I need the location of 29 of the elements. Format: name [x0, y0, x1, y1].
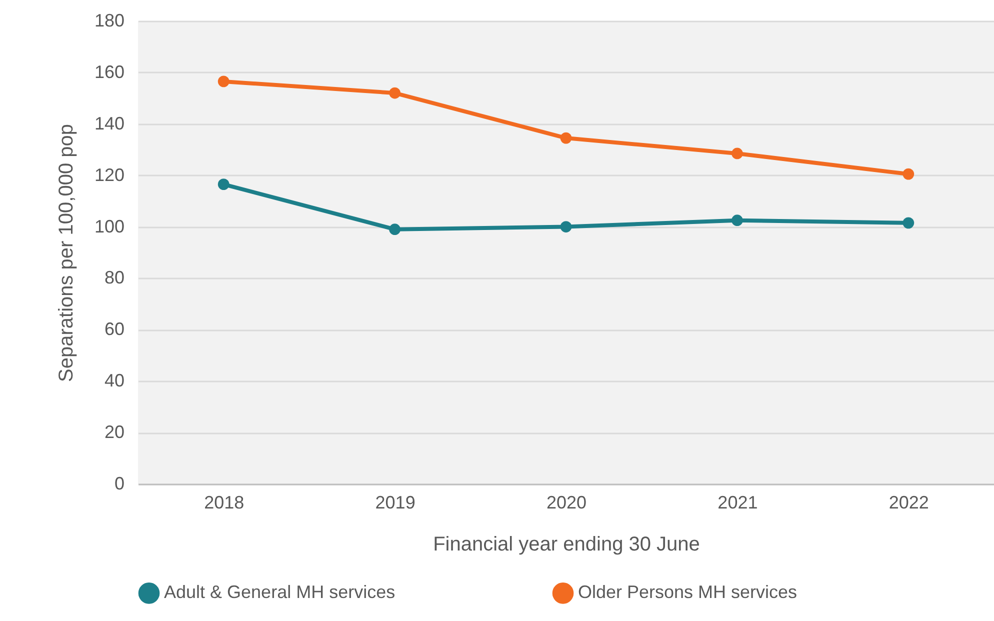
legend-label: Older Persons MH services	[578, 582, 798, 602]
x-tick-label: 2022	[888, 492, 929, 512]
y-tick-label: 40	[104, 370, 124, 391]
y-tick-label: 180	[94, 10, 124, 30]
y-tick-label: 0	[114, 474, 124, 494]
point	[389, 224, 400, 236]
point	[218, 178, 230, 190]
point	[902, 217, 914, 229]
y-tick-label: 60	[104, 319, 124, 340]
x-axis-title: Financial year ending 30 June	[433, 534, 700, 556]
x-tick-label: 2020	[546, 492, 587, 512]
point	[389, 87, 400, 99]
x-tick-label: 2018	[204, 492, 244, 512]
point	[560, 132, 572, 144]
x-tick-label: 2019	[375, 492, 416, 512]
x-tick-label: 2021	[718, 492, 758, 512]
y-tick-label: 20	[104, 422, 124, 442]
y-tick-label: 140	[94, 113, 124, 134]
point	[560, 221, 572, 232]
y-tick-label: 80	[104, 268, 124, 288]
legend-label: Adult & General MH services	[164, 582, 396, 602]
y-axis-title: Separations per 100,000 pop	[55, 124, 78, 382]
point	[902, 168, 914, 180]
y-tick-label: 120	[94, 164, 124, 185]
point	[732, 148, 743, 160]
y-tick-label: 160	[94, 62, 124, 82]
y-tick-label: 100	[94, 216, 124, 236]
point	[732, 214, 743, 226]
point	[218, 76, 230, 88]
